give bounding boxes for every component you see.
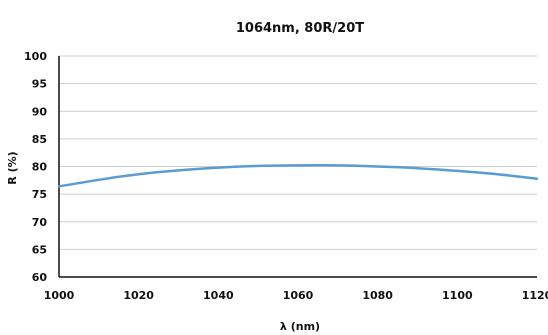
x-tick-label-1120: 1120 (522, 289, 548, 302)
x-axis-ticks: 1000 1020 1040 1060 1080 1100 1120 (44, 289, 548, 302)
x-tick-label-1020: 1020 (123, 289, 154, 302)
y-tick-label-60: 60 (32, 271, 48, 284)
y-tick-label-100: 100 (24, 50, 47, 63)
x-tick-label-1040: 1040 (203, 289, 234, 302)
y-tick-label-65: 65 (32, 243, 47, 256)
x-tick-label-1060: 1060 (283, 289, 314, 302)
y-axis-ticks: 60 65 70 75 80 85 90 95 100 (24, 50, 47, 284)
plot-area (58, 56, 537, 278)
y-tick-label-75: 75 (32, 188, 47, 201)
y-tick-label-70: 70 (32, 216, 48, 229)
y-tick-label-95: 95 (32, 78, 47, 91)
y-tick-label-85: 85 (32, 133, 47, 146)
y-axis-label: R (%) (6, 151, 19, 184)
reflectance-curve-0 (57, 164, 539, 188)
chart-title: 1064nm, 80R/20T (236, 21, 364, 36)
y-tick-label-90: 90 (32, 105, 48, 118)
x-tick-label-1080: 1080 (362, 289, 393, 302)
x-axis-label: λ (nm) (280, 320, 320, 333)
gridlines (59, 55, 537, 250)
x-tick-label-1100: 1100 (442, 289, 473, 302)
y-tick-label-80: 80 (32, 161, 48, 174)
x-tick-label-1000: 1000 (44, 289, 75, 302)
data-series (57, 164, 539, 188)
